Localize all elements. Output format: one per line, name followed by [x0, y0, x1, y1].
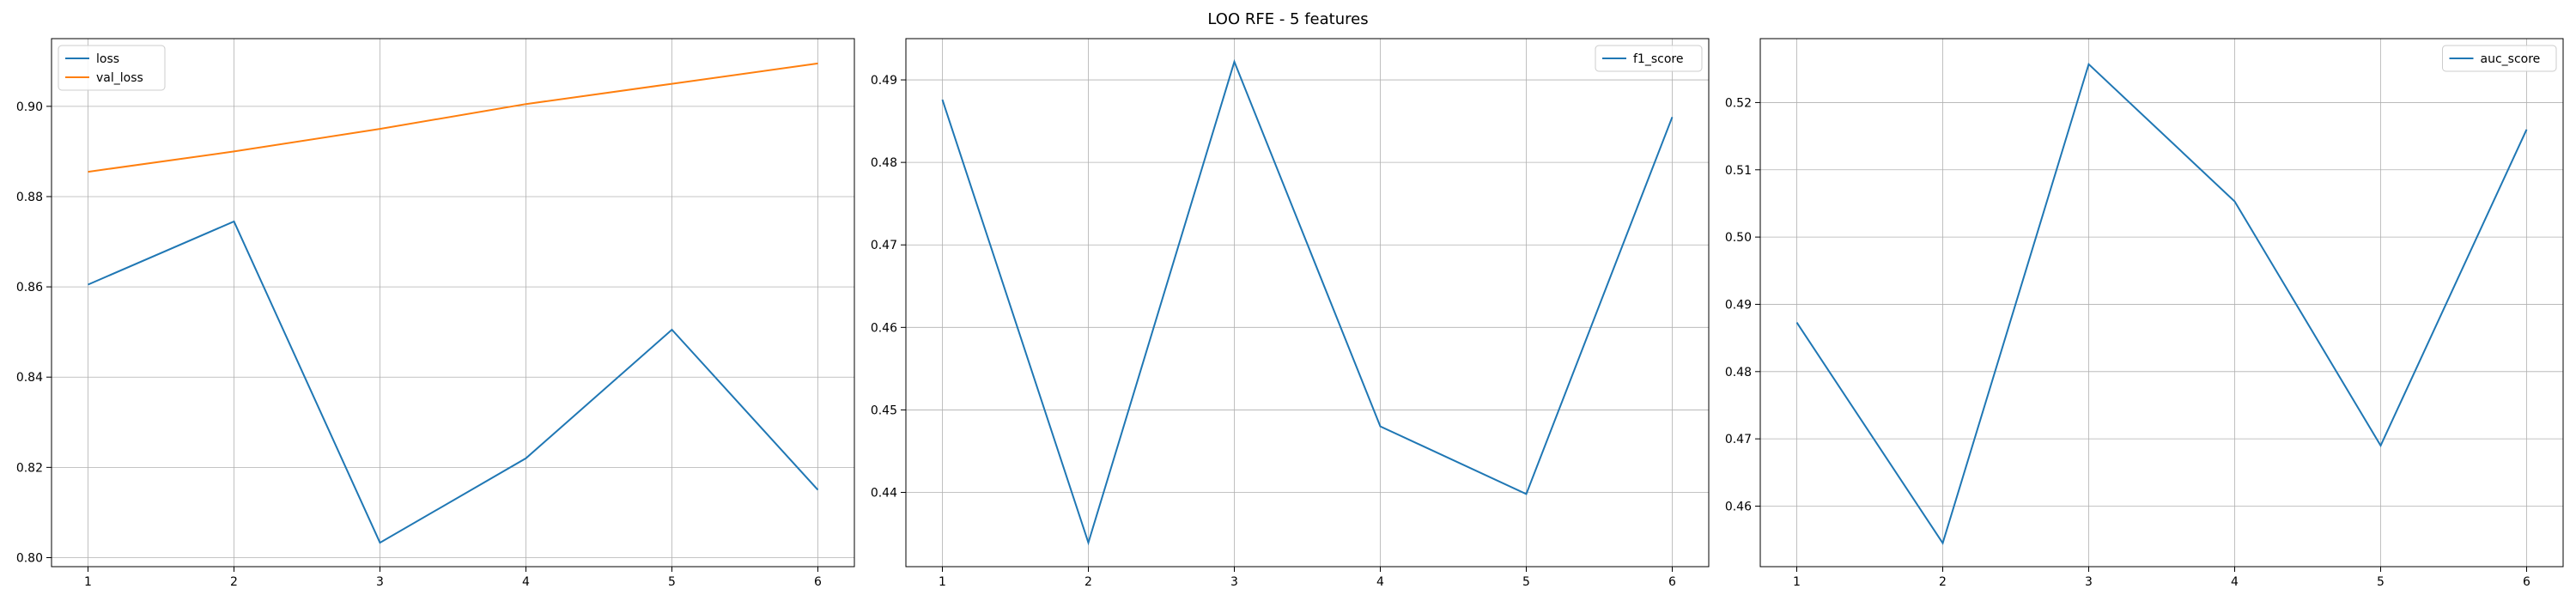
- y-tick-label: 0.90: [16, 100, 43, 114]
- x-tick-label: 5: [1522, 575, 1530, 589]
- y-tick-label: 0.46: [871, 321, 897, 335]
- axes-frame: [1759, 38, 2564, 568]
- x-tick-label: 4: [1376, 575, 1384, 589]
- x-tick-label: 4: [522, 575, 530, 589]
- y-tick-label: 0.49: [1725, 298, 1752, 312]
- y-tick-label: 0.48: [1725, 366, 1752, 379]
- legend-label-f1-score: f1_score: [1633, 52, 1683, 66]
- x-tick-label: 6: [2523, 575, 2530, 589]
- figure-title: LOO RFE - 5 features: [1207, 10, 1368, 28]
- x-tick-label: 6: [1668, 575, 1676, 589]
- x-tick-label: 3: [2085, 575, 2093, 589]
- y-tick-label: 0.88: [16, 191, 43, 204]
- legend-box: [58, 45, 166, 91]
- legend: auc_score: [2442, 45, 2557, 72]
- y-tick-label: 0.50: [1725, 231, 1752, 245]
- x-tick-label: 3: [376, 575, 384, 589]
- axes-frame: [51, 38, 855, 568]
- x-tick-label: 2: [1084, 575, 1092, 589]
- y-tick-label: 0.51: [1725, 164, 1752, 178]
- y-tick-label: 0.49: [871, 74, 897, 88]
- legend-label-val-loss: val_loss: [96, 71, 143, 85]
- y-tick-label: 0.46: [1725, 500, 1752, 513]
- axes-frame: [905, 38, 1710, 568]
- x-tick-label: 2: [1939, 575, 1947, 589]
- series-line-val-loss: [88, 62, 818, 173]
- loss-chart: 1 2 3 4 5 6 0.80 0.82 0.84 0.86 0.88 0.90 loss val_lo…: [16, 38, 855, 589]
- x-tick-label: 5: [668, 575, 676, 589]
- x-tick-label: 6: [814, 575, 822, 589]
- series-line-auc-score: [1795, 62, 2528, 545]
- y-tick-label: 0.52: [1725, 96, 1752, 110]
- x-tick-label: 1: [939, 575, 946, 589]
- legend: loss val_loss: [58, 45, 166, 91]
- x-tick-label: 1: [1793, 575, 1801, 589]
- legend: f1_score: [1595, 45, 1703, 72]
- legend-box: [1595, 45, 1703, 72]
- y-tick-label: 0.86: [16, 281, 43, 294]
- x-tick-label: 4: [2231, 575, 2239, 589]
- series-line-loss: [88, 220, 819, 544]
- x-tick-label: 3: [1230, 575, 1238, 589]
- x-tick-label: 5: [2377, 575, 2385, 589]
- legend-label-loss: loss: [96, 52, 119, 66]
- y-tick-label: 0.80: [16, 551, 43, 565]
- series-line-f1-score: [941, 58, 1674, 546]
- y-tick-label: 0.47: [871, 239, 897, 252]
- y-tick-label: 0.47: [1725, 433, 1752, 446]
- y-tick-label: 0.84: [16, 371, 43, 385]
- x-tick-label: 2: [230, 575, 238, 589]
- x-tick-label: 1: [84, 575, 92, 589]
- y-tick-label: 0.82: [16, 461, 43, 475]
- f1-score-chart: 1 2 3 4 5 6 0.44 0.45 0.46 0.47 0.48 0.49 f1_score: [871, 38, 1710, 589]
- y-tick-label: 0.44: [871, 487, 897, 501]
- y-tick-label: 0.48: [871, 156, 897, 170]
- auc-score-chart: 1 2 3 4 5 6 0.46 0.47 0.48 0.49 0.50 0.51 0.52 auc_sc…: [1725, 38, 2564, 589]
- legend-label-auc-score: auc_score: [2481, 52, 2541, 66]
- y-tick-label: 0.45: [871, 404, 897, 417]
- legend-box: [2442, 45, 2557, 72]
